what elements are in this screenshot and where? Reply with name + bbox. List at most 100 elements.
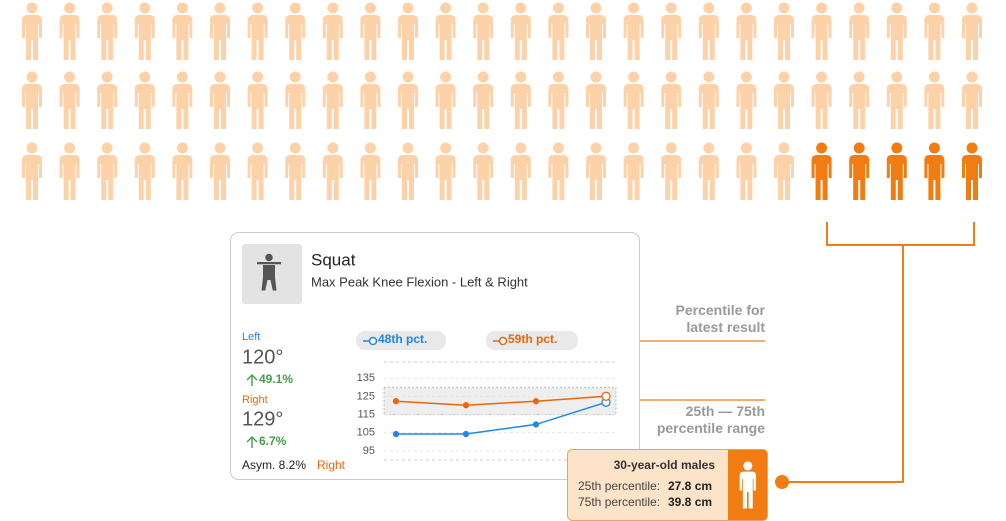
person-icon [473,142,494,200]
person-icon [285,71,306,129]
person-icon [172,142,193,200]
person-icon [548,2,569,60]
badge-icon [498,336,508,346]
info-value: 39.8 cm [668,495,712,509]
person-icon [698,2,719,60]
person-icon [134,71,155,129]
person-icon [398,71,418,129]
annotation: 25th — 75th percentile range [657,403,765,436]
asymmetry-side: Right [317,458,346,472]
person-icon [398,2,418,60]
person-icon [849,71,870,129]
person-icon [134,142,155,200]
person-icon [210,2,230,60]
badge-icon [368,336,378,346]
person-icon [510,2,531,60]
person-icon [623,2,644,60]
person-icon [473,71,494,129]
person-icon [774,142,794,200]
person-icon [322,2,343,60]
person-icon [886,2,907,60]
person-icon [210,142,230,200]
annotation: Percentile for latest result [676,302,766,335]
person-icon [247,142,268,200]
person-icon [247,71,268,129]
person-icon [886,71,907,129]
person-icon [548,142,569,200]
person-icon [435,2,456,60]
person-icon [285,2,306,60]
person-icon [661,2,682,60]
person-icon [774,71,794,129]
pct-badge [356,331,446,350]
data-point [392,398,400,405]
card-title: Squat [311,250,356,269]
series-line [396,401,607,435]
up-arrow [246,374,258,386]
data-point [532,421,540,428]
info-title: 30-year-old males [614,458,716,472]
person-icon [398,142,418,200]
right-value: 129° [242,408,283,430]
person-icon [962,142,982,200]
y-tick-label: 95 [363,445,375,457]
person-icon [97,142,118,200]
right-label: Right [242,394,268,406]
person-icon [811,71,832,129]
person-icon [59,142,80,200]
person-icon [886,142,907,200]
pct-badge-label: 48th pct. [378,332,427,346]
person-icon [22,71,42,129]
person-icon [134,2,155,60]
person-icon [322,142,343,200]
info-label: 25th percentile: [578,479,660,493]
person-icon [360,71,381,129]
person-icon [698,71,719,129]
left-change: 49.1% [259,372,293,386]
person-icon [924,2,945,60]
person-icon [586,71,606,129]
left-label: Left [242,331,260,343]
people-grid [22,2,982,200]
data-point [392,430,400,438]
person-icon [322,71,343,129]
exercise-icon [257,253,281,291]
person-icon [172,2,193,60]
card-subtitle: Max Peak Knee Flexion - Left & Right [311,274,528,289]
right-change: 6.7% [259,434,287,448]
person-icon [22,142,42,200]
person-icon [172,71,193,129]
person-icon [210,71,230,129]
person-icon [360,2,381,60]
person-icon [586,142,606,200]
person-icon [247,2,268,60]
person-icon [360,142,381,200]
data-point [462,430,470,438]
person-icon [736,71,757,129]
info-value: 27.8 cm [668,479,712,493]
person-icon [623,142,644,200]
person-icon [473,2,494,60]
info-label: 75th percentile: [578,495,660,509]
y-tick-label: 105 [357,427,375,439]
person-icon [510,71,531,129]
person-icon [924,142,945,200]
person-icon [736,142,757,200]
mini-chart: 95 105 115 125 135 48th pct. 59th pct. [356,331,617,461]
person-icon [962,2,982,60]
data-point [601,391,611,401]
card [230,232,640,480]
person-icon [22,2,42,60]
y-tick-label: 125 [357,390,375,402]
person-icon [811,2,832,60]
person-icon [661,142,682,200]
person-icon [586,2,606,60]
person-icon [435,71,456,129]
person-icon [774,2,794,60]
person-icon [661,71,682,129]
left-value: 120° [242,346,283,368]
asymmetry: Asym. 8.2% [242,458,306,472]
person-icon [435,142,456,200]
person-icon [849,2,870,60]
